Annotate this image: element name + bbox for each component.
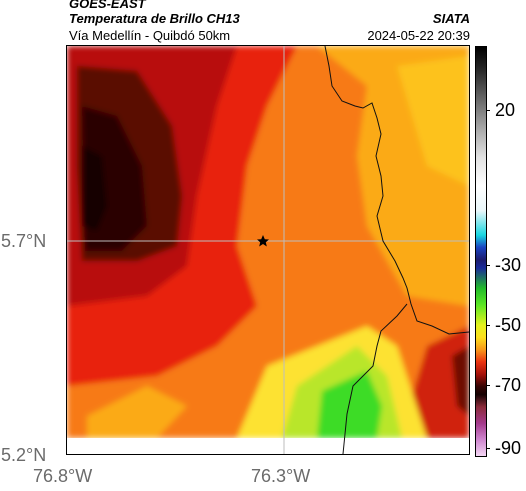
colorbar-tick	[486, 385, 490, 386]
colorbar-label-minus-70: -70	[495, 375, 522, 395]
colorbar-label-minus-50: -50	[495, 315, 522, 335]
colorbar-label-minus-90: -90	[495, 438, 522, 458]
satellite-map[interactable]	[66, 45, 470, 455]
route-subtitle: Vía Medellín - Quibdó 50km	[69, 28, 231, 43]
colorbar-tick	[486, 265, 490, 266]
colorbar-tick	[486, 448, 490, 449]
lat-label-5-2: 5.2°N	[1, 445, 47, 465]
colorbar-label-20: 20	[495, 100, 516, 120]
product-title: Temperatura de Brillo CH13	[69, 11, 240, 26]
colorbar-tick	[486, 110, 490, 111]
brightness-temperature-field	[67, 46, 469, 454]
lon-label-76-3: 76.3°W	[251, 466, 311, 486]
star-marker[interactable]	[257, 235, 269, 247]
colorbar-label-minus-30: -30	[495, 255, 522, 275]
timestamp-label: 2024-05-22 20:39	[367, 28, 470, 43]
colorbar-tick	[486, 325, 490, 326]
organization-label: SIATA	[432, 11, 470, 26]
temperature-colorbar	[475, 46, 487, 457]
river-boundary	[342, 303, 408, 454]
lon-label-76-8: 76.8°W	[33, 466, 93, 486]
lat-label-5-7: 5.7°N	[1, 231, 47, 251]
temperature-contours	[67, 46, 469, 438]
department-boundary	[324, 46, 469, 335]
satellite-title: GOES-EAST	[69, 0, 146, 11]
